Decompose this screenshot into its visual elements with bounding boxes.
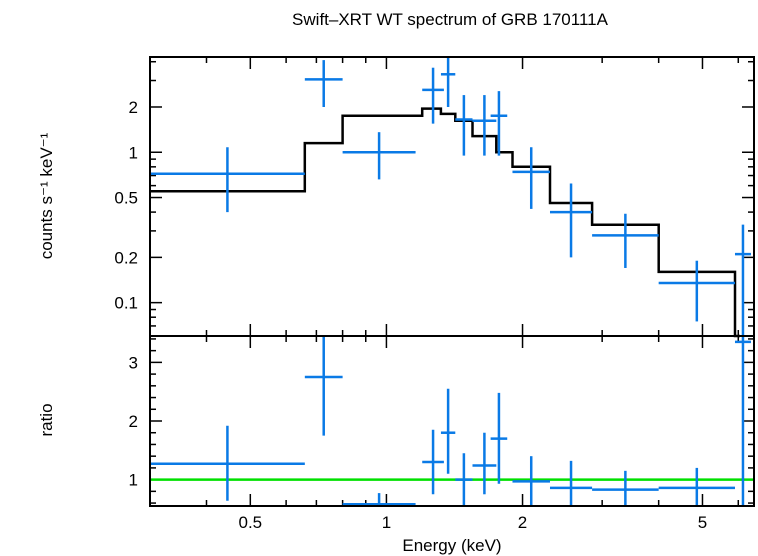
spectrum-data-point — [440, 57, 456, 107]
ratio-y-tick-label: 2 — [129, 412, 138, 431]
spectrum-data-point — [422, 67, 444, 124]
spectrum-y-tick-label: 0.2 — [114, 248, 138, 267]
spectrum-data-point — [549, 183, 593, 258]
ratio-y-tick-label: 3 — [129, 353, 138, 372]
ratio-data-point — [734, 336, 751, 506]
spectrum-panel: 0.1 0.2 0.5 1 2 — [114, 56, 755, 338]
spectrum-frame — [149, 56, 755, 337]
ratio-y-tick-label: 1 — [129, 471, 138, 490]
spectrum-data-point — [734, 224, 751, 336]
spectrum-y-tick-label: 0.5 — [114, 189, 138, 208]
ratio-data-point — [440, 388, 456, 474]
ratio-data-point — [512, 456, 550, 506]
spectrum-data-point — [455, 95, 473, 156]
ratio-data-point — [304, 336, 343, 436]
ratio-frame — [149, 335, 755, 507]
spectrum-data-point — [304, 60, 343, 107]
chart-title: Swift–XRT WT spectrum of GRB 170111A — [292, 10, 609, 29]
spectrum-y-tick-label: 2 — [129, 98, 138, 117]
x-tick-label: 5 — [698, 513, 707, 532]
ratio-data-point — [549, 460, 593, 506]
plot-layer: 0.1 0.2 0.5 1 2 0.5 1 2 5 1 2 3 — [114, 56, 755, 532]
ratio-ylabel: ratio — [37, 403, 56, 436]
ratio-data-point — [455, 453, 473, 506]
spectrum-y-tick-label: 0.1 — [114, 294, 138, 313]
spectrum-data-point — [658, 260, 735, 322]
spectrum-data-point — [512, 147, 550, 209]
ratio-data-point — [150, 425, 305, 501]
spectrum-y-tick-label: 1 — [129, 143, 138, 162]
x-tick-label: 2 — [518, 513, 527, 532]
spectrum-data-point — [472, 95, 497, 156]
spectrum-ylabel: counts s⁻¹ keV⁻¹ — [37, 132, 56, 259]
ratio-data-point — [472, 432, 497, 495]
spectrum-data-point — [150, 147, 305, 213]
ratio-data-point — [342, 493, 416, 506]
ratio-data-point — [592, 470, 659, 506]
ratio-panel: 0.5 1 2 5 1 2 3 — [129, 335, 755, 532]
ratio-data-point — [658, 467, 735, 506]
ratio-data-point — [422, 429, 444, 495]
spectrum-data-point — [342, 132, 416, 180]
model-step-line — [150, 107, 740, 338]
spectrum-data-point — [592, 213, 659, 268]
x-tick-label: 0.5 — [238, 513, 262, 532]
x-tick-label: 1 — [382, 513, 391, 532]
x-axis-label: Energy (keV) — [402, 536, 501, 555]
ratio-data-point — [490, 392, 508, 484]
spectrum-data-point — [490, 91, 508, 156]
